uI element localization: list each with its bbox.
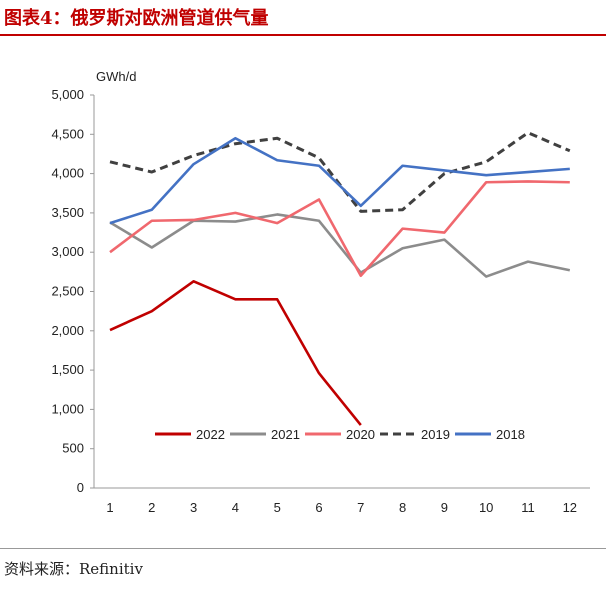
x-tick-label: 2: [148, 500, 155, 515]
series-line-2019: [109, 131, 571, 213]
x-tick-label: 4: [232, 500, 239, 515]
x-tick-label: 1: [106, 500, 113, 515]
series-line-2021: [109, 213, 571, 278]
y-tick-label: 4,000: [51, 166, 84, 181]
x-tick-label: 11: [521, 500, 535, 515]
x-tick-label: 8: [399, 500, 406, 515]
y-tick-label: 1,000: [51, 401, 84, 416]
chart-title: 图表4：俄罗斯对欧洲管道供气量: [4, 8, 269, 29]
series-line-2022: [109, 279, 362, 426]
y-tick-label: 3,000: [51, 244, 84, 259]
y-tick-label: 500: [62, 441, 84, 456]
y-tick-label: 1,500: [51, 362, 84, 377]
title-divider: [0, 34, 606, 36]
x-tick-label: 10: [479, 500, 493, 515]
series-line-2018: [109, 136, 570, 225]
x-tick-label: 5: [274, 500, 281, 515]
y-tick-label: 0: [77, 480, 84, 495]
x-tick-label: 6: [315, 500, 322, 515]
y-axis-label: GWh/d: [96, 69, 136, 84]
legend-label: 2021: [271, 427, 300, 442]
source-divider: [0, 548, 606, 549]
y-tick-label: 2,500: [51, 284, 84, 299]
y-tick-label: 5,000: [51, 87, 84, 102]
legend-label: 2020: [346, 427, 375, 442]
x-tick-label: 3: [190, 500, 197, 515]
x-tick-label: 9: [441, 500, 448, 515]
x-tick-label: 12: [563, 500, 577, 515]
legend-label: 2019: [421, 427, 450, 442]
source-note: 资料来源：Refinitiv: [4, 560, 143, 578]
legend-label: 2018: [496, 427, 525, 442]
y-tick-label: 3,500: [51, 205, 84, 220]
series-line-2020: [109, 180, 570, 278]
legend-label: 2022: [196, 427, 225, 442]
x-tick-label: 7: [357, 500, 364, 515]
y-tick-label: 4,500: [51, 126, 84, 141]
y-tick-label: 2,000: [51, 323, 84, 338]
